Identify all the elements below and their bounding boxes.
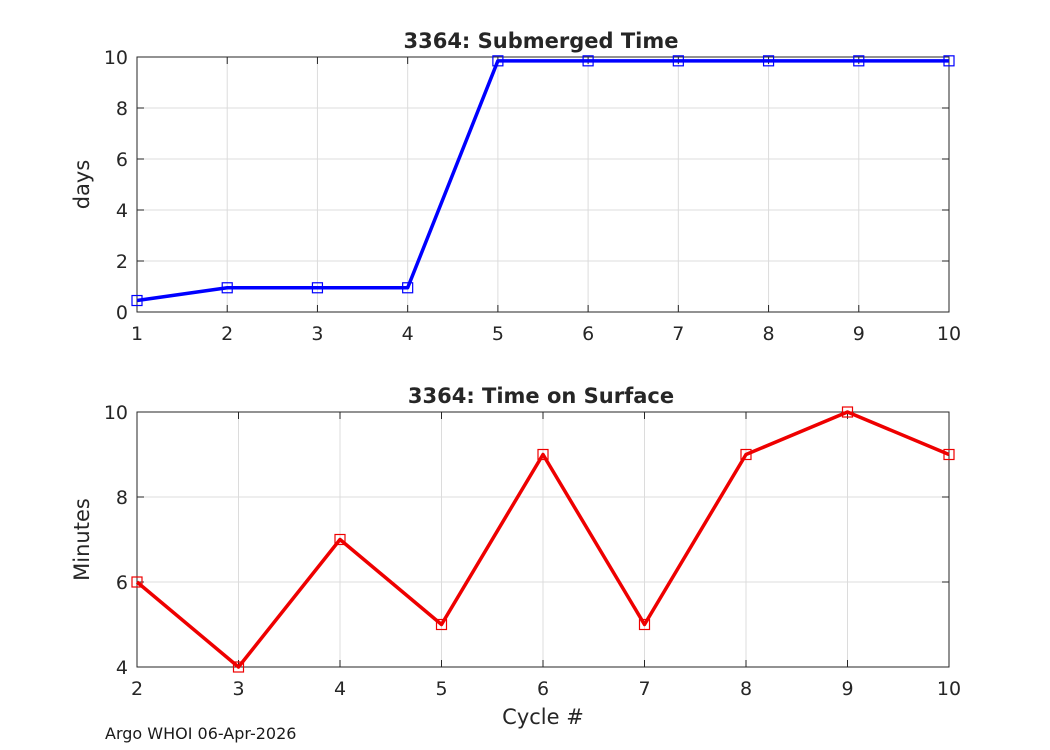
x-tick-label: 8 <box>740 678 752 700</box>
data-point <box>740 448 752 461</box>
data-point <box>232 661 245 673</box>
x-tick-label: 3 <box>311 323 323 345</box>
data-point <box>853 55 865 67</box>
y-tick-label: 10 <box>104 402 128 424</box>
data-point <box>638 618 651 631</box>
y-tick-label: 0 <box>116 302 128 324</box>
footer-note: Argo WHOI 06-Apr-2026 <box>105 724 297 743</box>
y-tick-label: 10 <box>104 47 128 69</box>
data-point <box>762 55 775 67</box>
x-tick-label: 10 <box>937 678 961 700</box>
chart-panel-2: 2 3 4 5 6 7 8 9 10 4 6 8 10 3364: Time on Surface Minu… <box>70 384 961 729</box>
x-tick-label: 10 <box>937 323 961 345</box>
y-tick-label: 8 <box>116 487 128 509</box>
data-point <box>131 294 143 307</box>
x-tick-label: 7 <box>672 323 684 345</box>
data-point <box>221 282 233 294</box>
chart-title: 3364: Submerged Time <box>403 29 678 53</box>
x-tick-label: 9 <box>841 678 853 700</box>
x-tick-label: 9 <box>853 323 865 345</box>
data-point <box>435 618 448 631</box>
x-tick-label: 6 <box>582 323 594 345</box>
data-point <box>402 282 414 294</box>
x-tick-label: 4 <box>402 323 414 345</box>
series-line <box>136 59 949 303</box>
x-tick-label: 2 <box>221 323 233 345</box>
y-axis-label: days <box>70 160 94 210</box>
axes-box <box>136 56 950 313</box>
x-tick-label: 5 <box>435 678 447 700</box>
data-point <box>537 448 549 461</box>
data-point <box>943 55 955 67</box>
y-tick-label: 4 <box>116 200 128 222</box>
data-point <box>672 55 684 67</box>
data-point <box>131 576 143 588</box>
x-tick-label: 5 <box>492 323 504 345</box>
x-tick-label: 4 <box>334 678 346 700</box>
x-tick-label: 8 <box>763 323 775 345</box>
x-tick-label: 2 <box>131 678 143 700</box>
x-tick-label: 1 <box>131 323 143 345</box>
data-point <box>334 533 346 546</box>
chart-panel-1: 1 2 3 4 5 6 7 8 9 10 0 2 4 6 8 10 3364: Submerged Time da… <box>70 29 961 345</box>
plot-area <box>137 57 949 312</box>
y-tick-label: 6 <box>116 149 128 171</box>
y-tick-label: 4 <box>116 657 128 679</box>
chart-title: 3364: Time on Surface <box>408 384 674 408</box>
x-tick-label: 3 <box>232 678 244 700</box>
data-point <box>311 282 324 294</box>
y-tick-label: 2 <box>116 251 128 273</box>
series-line <box>135 410 950 669</box>
x-tick-label: 6 <box>537 678 549 700</box>
x-tick-label: 7 <box>638 678 650 700</box>
y-tick-label: 6 <box>116 572 128 594</box>
y-axis-label: Minutes <box>70 498 94 581</box>
data-point <box>492 55 504 67</box>
data-point <box>943 448 955 461</box>
data-point <box>582 55 594 67</box>
data-point <box>841 406 854 418</box>
y-tick-label: 8 <box>116 98 128 120</box>
x-axis-label: Cycle # <box>502 705 584 729</box>
